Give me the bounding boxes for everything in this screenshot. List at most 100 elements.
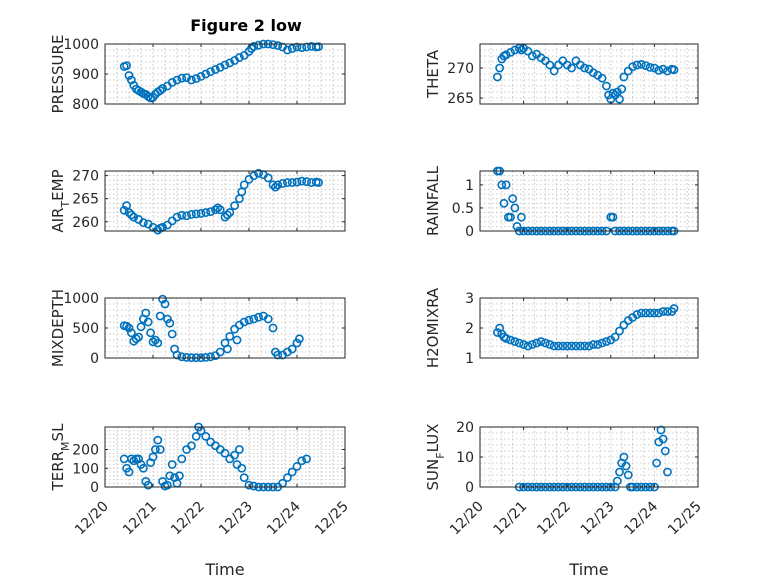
data-point	[302, 454, 311, 464]
data-point	[153, 435, 163, 445]
data-point	[514, 338, 524, 348]
data-point	[158, 84, 167, 93]
data-point	[660, 446, 670, 456]
y-axis-label: H2OMIXRA	[424, 287, 442, 368]
data-point	[222, 344, 232, 354]
x-axis-label: Time	[568, 560, 608, 579]
data-point	[658, 64, 668, 74]
data-point	[510, 337, 520, 346]
data-point	[545, 60, 555, 70]
data-point	[146, 328, 155, 338]
data-point	[215, 205, 225, 215]
data-point	[174, 471, 184, 481]
data-point	[623, 470, 633, 480]
data-point	[523, 341, 533, 351]
data-point	[167, 329, 177, 339]
data-point	[499, 198, 509, 208]
data-point	[206, 207, 215, 217]
data-point	[512, 221, 522, 231]
data-point	[244, 480, 254, 490]
data-point	[580, 63, 590, 73]
y-tick-label: 3	[465, 291, 474, 307]
data-point	[124, 71, 134, 80]
data-point	[201, 431, 211, 441]
data-point	[177, 210, 187, 220]
data-point	[124, 323, 134, 333]
data-point	[567, 63, 576, 73]
y-axis-label: RAINFALL	[424, 165, 442, 236]
data-point	[658, 434, 668, 444]
data-point	[155, 311, 165, 321]
data-point	[608, 212, 618, 222]
x-tick-label: 12/20	[72, 499, 112, 539]
data-point	[165, 471, 175, 481]
data-point	[186, 441, 196, 451]
data-point	[663, 467, 672, 477]
data-point	[122, 61, 131, 70]
data-point	[636, 60, 646, 69]
data-point	[527, 340, 537, 349]
data-point	[287, 44, 297, 53]
data-point	[621, 461, 631, 471]
data-point	[514, 43, 524, 53]
y-tick-label: 10	[456, 450, 474, 466]
data-point	[136, 322, 146, 332]
data-point	[597, 73, 607, 83]
data-point	[282, 178, 292, 187]
x-tick-label: 12/24	[621, 498, 661, 538]
y-axis-label: THETA	[424, 49, 442, 99]
data-point	[215, 347, 225, 357]
data-point	[575, 341, 585, 351]
data-point	[567, 341, 576, 351]
data-point	[549, 341, 559, 351]
y-tick-label: 1000	[63, 291, 99, 307]
data-point	[215, 63, 225, 72]
data-point	[150, 445, 160, 454]
data-point	[244, 315, 254, 325]
y-tick-label: 500	[72, 321, 99, 337]
data-point	[268, 323, 278, 333]
y-tick-label: 270	[447, 61, 474, 77]
data-point	[268, 180, 278, 190]
data-point	[619, 72, 629, 82]
data-point	[278, 179, 287, 188]
data-point	[519, 340, 528, 349]
data-point	[201, 69, 211, 79]
y-tick-label: 0.5	[452, 201, 474, 217]
data-point	[172, 350, 182, 360]
data-point	[263, 314, 273, 324]
data-point	[210, 65, 220, 74]
axes-box	[104, 426, 346, 488]
data-point	[501, 334, 511, 343]
data-point	[239, 317, 249, 327]
data-point	[497, 180, 507, 190]
data-point	[155, 86, 165, 95]
data-point	[230, 201, 239, 211]
data-point	[232, 335, 242, 345]
data-point	[610, 332, 620, 342]
data-point	[268, 40, 278, 49]
data-point	[658, 307, 668, 316]
x-tick-label: 12/25	[312, 499, 352, 539]
data-point	[263, 173, 273, 183]
y-tick-label: 1	[465, 178, 474, 194]
data-point	[177, 454, 187, 464]
data-point	[517, 212, 526, 222]
data-point	[617, 84, 627, 94]
data-point	[545, 340, 555, 349]
data-point	[302, 42, 311, 52]
data-point	[160, 299, 170, 309]
data-point	[501, 50, 511, 60]
data-point	[206, 352, 215, 362]
data-point	[508, 194, 518, 204]
y-axis-label: AIRTEMP	[49, 169, 72, 232]
y-axis-label: TERRMSL	[49, 423, 72, 492]
y-tick-label: 0	[90, 480, 99, 496]
data-point	[287, 344, 297, 354]
x-tick-label: 12/24	[264, 498, 304, 538]
data-point	[602, 337, 611, 346]
data-point	[234, 53, 244, 62]
y-axis-label: MIXDEPTH	[49, 289, 67, 367]
